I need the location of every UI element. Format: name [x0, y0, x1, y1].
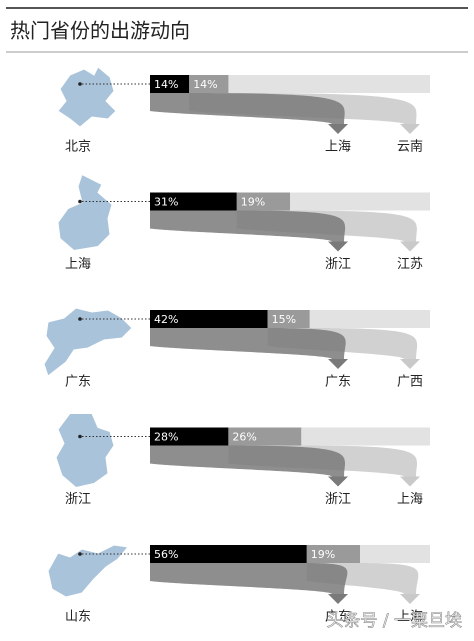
flow-band: [150, 563, 348, 594]
province-map: [57, 173, 113, 252]
origin-label: 广东: [65, 375, 91, 390]
bar-segment: [150, 75, 190, 93]
value-label: 15%: [272, 313, 296, 326]
flow-arrow: [328, 124, 348, 134]
flow-arrow: [400, 359, 420, 369]
bar-segment: [228, 427, 302, 446]
province-map: [57, 66, 117, 128]
flow-arrow: [400, 594, 420, 604]
origin-dot: [78, 317, 82, 321]
origin-dot: [78, 199, 82, 204]
origin-label: 上海: [65, 257, 91, 272]
province-map: [43, 307, 133, 377]
origin-dot: [78, 552, 82, 556]
origin-label: 山东: [65, 610, 91, 625]
destination-label: 上海: [325, 140, 351, 155]
bar-segment: [150, 427, 229, 446]
flow-band: [150, 210, 346, 242]
bar-segment: [189, 75, 229, 93]
destination-label: 上海: [397, 610, 423, 625]
value-label: 19%: [311, 548, 335, 561]
flow-band: [150, 328, 346, 359]
bar-segment: [150, 545, 307, 563]
origin-label: 浙江: [65, 492, 91, 507]
bar-segment: [150, 192, 237, 211]
origin-dot: [78, 434, 82, 439]
province-map: [55, 413, 115, 489]
destination-label: 广东: [325, 375, 351, 390]
flow-arrow: [400, 124, 420, 134]
bar-segment: [267, 310, 310, 328]
value-label: 14%: [154, 78, 178, 91]
flow-arrow: [400, 476, 420, 487]
value-label: 56%: [154, 548, 178, 561]
flow-band: [150, 93, 345, 124]
bar-segment: [306, 545, 360, 563]
flow-arrow: [400, 241, 420, 252]
destination-label: 上海: [397, 492, 423, 507]
value-label: 28%: [154, 431, 178, 444]
bar-segment: [150, 310, 268, 328]
bar-segment: [236, 192, 290, 211]
value-label: 14%: [193, 78, 217, 91]
destination-label: 浙江: [325, 257, 351, 272]
origin-dot: [78, 82, 82, 86]
flow-arrow: [328, 359, 348, 369]
value-label: 26%: [232, 431, 256, 444]
flow-band: [150, 445, 346, 477]
value-label: 19%: [241, 196, 265, 209]
destination-label: 浙江: [325, 492, 351, 507]
chart-title: 热门省份的出游动向: [10, 19, 190, 43]
watermark: 头条号 / 一粟旦埃: [326, 611, 462, 631]
flow-arrow: [328, 594, 348, 604]
destination-label: 云南: [397, 139, 423, 155]
value-label: 42%: [154, 313, 178, 326]
destination-label: 江苏: [397, 256, 423, 272]
province-map: [47, 544, 129, 598]
value-label: 31%: [154, 196, 178, 209]
flow-arrow: [328, 241, 348, 252]
destination-label: 广西: [397, 375, 423, 390]
destination-label: 广东: [325, 610, 351, 625]
flow-arrow: [328, 476, 348, 487]
origin-label: 北京: [65, 140, 91, 155]
